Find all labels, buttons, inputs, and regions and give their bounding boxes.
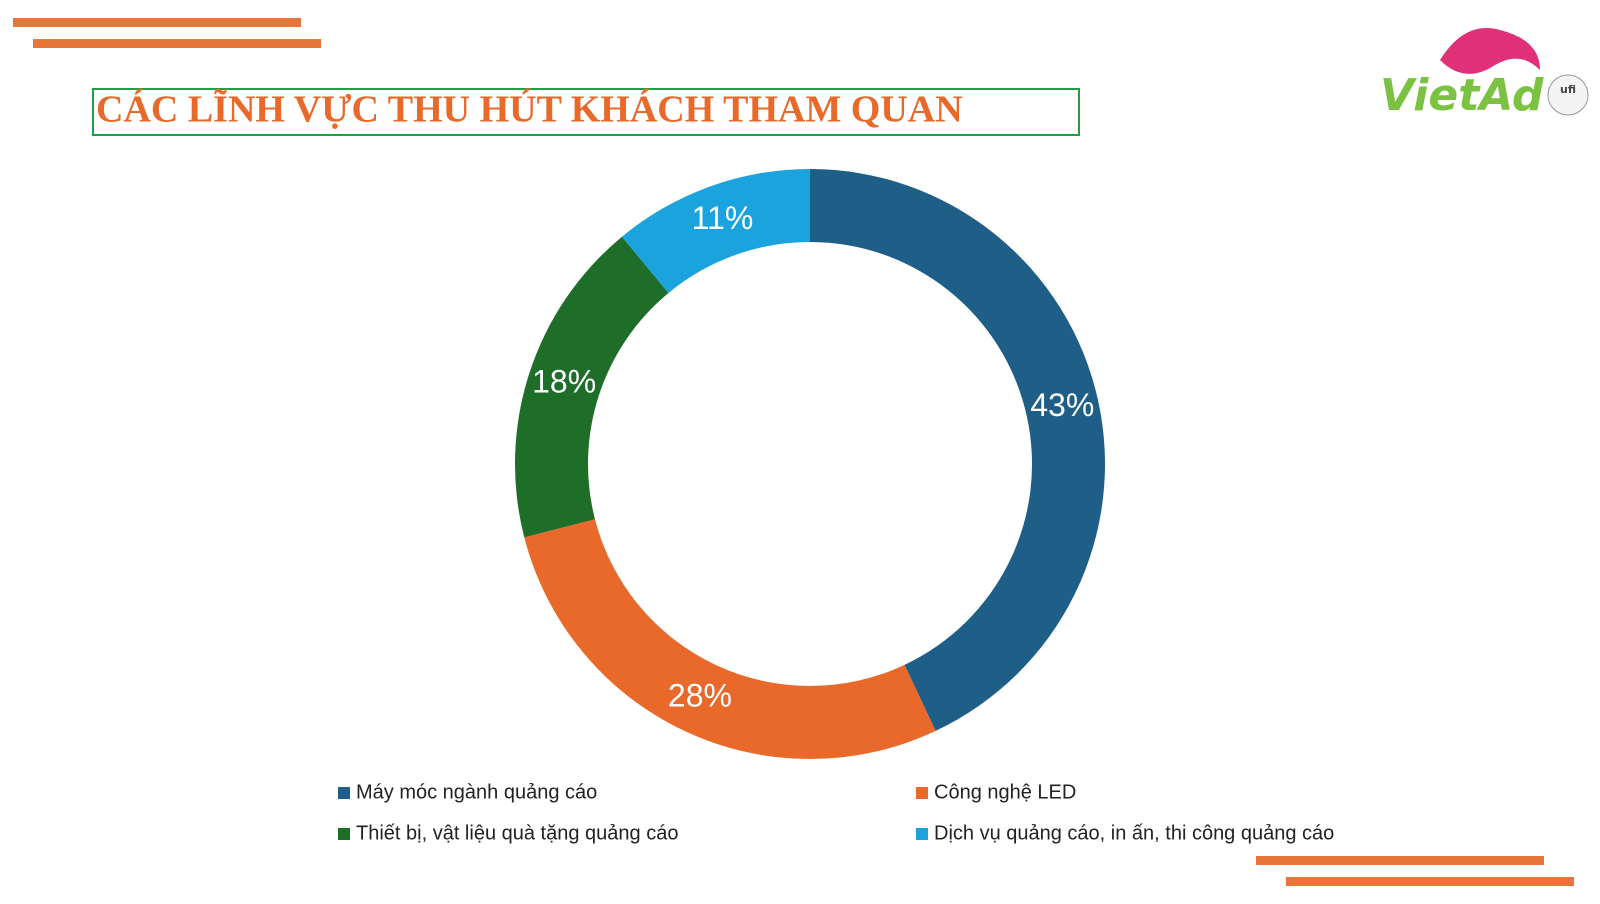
value-label: 28%	[668, 677, 732, 713]
donut-segment	[621, 169, 810, 293]
chart-title: CÁC LĨNH VỰC THU HÚT KHÁCH THAM QUAN	[96, 89, 963, 131]
donut-segment	[810, 168, 1105, 731]
legend-swatch	[338, 828, 350, 840]
logo-badge-text: ufi	[1560, 83, 1576, 96]
value-label: 11%	[692, 200, 754, 236]
title-box	[92, 88, 1080, 136]
legend-swatch	[916, 828, 928, 840]
value-label: 18%	[532, 364, 596, 400]
decor-bar	[33, 39, 321, 48]
legend-label: Công nghệ LED	[934, 781, 1076, 803]
logo-swirl	[1440, 28, 1540, 74]
legend-swatch	[916, 787, 928, 799]
legend-label: Thiết bị, vật liệu quà tặng quảng cáo	[356, 822, 678, 844]
logo-badge	[1547, 74, 1589, 116]
donut-segment	[514, 236, 669, 538]
legend-swatch	[338, 787, 350, 799]
legend-label: Dịch vụ quảng cáo, in ấn, thi công quảng…	[934, 822, 1334, 844]
value-label: 43%	[1030, 387, 1094, 423]
decor-bar	[13, 18, 301, 27]
decor-bar	[1286, 877, 1574, 886]
logo-text: VietAd	[1380, 70, 1544, 121]
legend-label: Máy móc ngành quảng cáo	[356, 781, 597, 803]
decor-bar	[1256, 856, 1544, 865]
donut-segment	[524, 519, 936, 759]
